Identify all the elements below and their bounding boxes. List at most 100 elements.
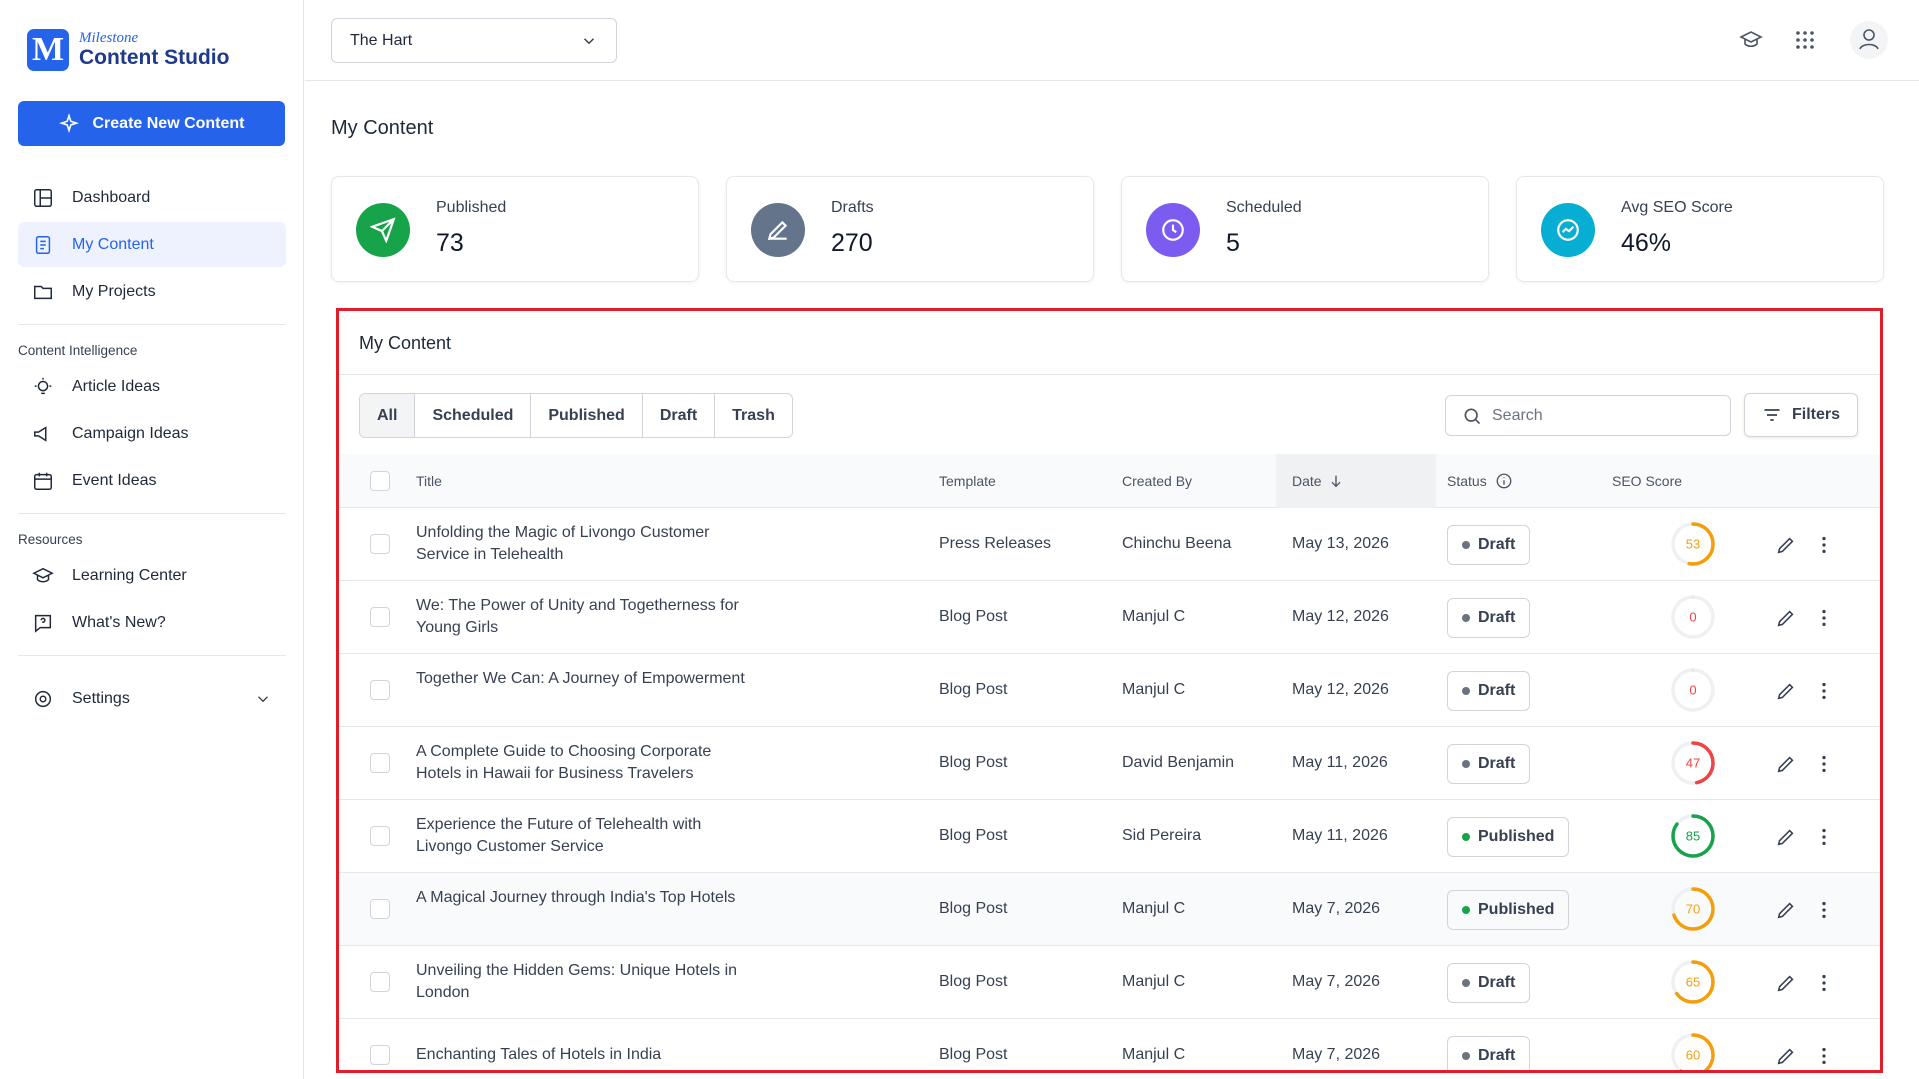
column-label: Created By	[1122, 472, 1193, 489]
seo-ring: 60	[1671, 1033, 1715, 1070]
status-dot	[1462, 541, 1470, 549]
stat-label: Scheduled	[1226, 199, 1302, 216]
create-button[interactable]: Create New Content	[18, 101, 285, 146]
stat-icon	[356, 203, 410, 257]
nav-item[interactable]: Campaign Ideas	[18, 411, 286, 456]
nav-item[interactable]: My Projects	[18, 269, 286, 314]
nav-item[interactable]: Dashboard	[18, 175, 286, 220]
stat-label: Published	[436, 199, 507, 216]
checkbox[interactable]	[370, 753, 390, 773]
info-icon[interactable]	[1495, 472, 1513, 490]
nav-label: What's New?	[72, 613, 166, 631]
edit-icon[interactable]	[1775, 607, 1797, 629]
seo-ring: 47	[1671, 741, 1715, 785]
status-badge: Published	[1447, 890, 1570, 930]
search[interactable]: Search	[1445, 395, 1731, 436]
apps-icon[interactable]	[1793, 28, 1817, 52]
more-icon[interactable]	[1813, 826, 1835, 848]
checkbox[interactable]	[370, 972, 390, 992]
table-row: Enchanting Tales of Hotels in India Blog …	[339, 1019, 1880, 1070]
stat-card: Scheduled 5	[1121, 176, 1489, 282]
checkbox[interactable]	[370, 899, 390, 919]
status-badge: Draft	[1447, 598, 1531, 638]
column-header: Template	[939, 454, 996, 507]
status-dot	[1462, 1052, 1470, 1060]
stat-label: Avg SEO Score	[1621, 199, 1733, 216]
edit-icon[interactable]	[1775, 753, 1797, 775]
checkbox[interactable]	[370, 534, 390, 554]
tab[interactable]: Trash	[732, 406, 775, 424]
checkbox[interactable]	[370, 826, 390, 846]
row-author: Manjul C	[1122, 608, 1186, 625]
row-author: David Benjamin	[1122, 754, 1235, 771]
more-icon[interactable]	[1813, 899, 1835, 921]
row-template: Blog Post	[939, 900, 1008, 917]
status-label: Draft	[1478, 1047, 1516, 1064]
checkbox[interactable]	[370, 607, 390, 627]
row-title: A Magical Journey through India's Top Ho…	[416, 889, 736, 906]
brand-name: Content Studio	[79, 45, 230, 69]
icon	[1557, 219, 1579, 241]
edit-icon[interactable]	[1775, 899, 1797, 921]
status-dot	[1462, 979, 1470, 987]
seo-score: 60	[1686, 1048, 1700, 1063]
topbar: The Hart	[305, 0, 1919, 81]
tab[interactable]: Published	[531, 394, 643, 437]
nav-label: Settings	[72, 689, 130, 707]
stat-icon	[751, 203, 805, 257]
status-label: Draft	[1478, 755, 1516, 772]
status-label: Draft	[1478, 536, 1516, 553]
nav-item[interactable]: What's New?	[18, 600, 286, 645]
more-icon[interactable]	[1813, 607, 1835, 629]
status-badge: Draft	[1447, 671, 1531, 711]
edit-icon[interactable]	[1775, 826, 1797, 848]
edit-icon[interactable]	[1775, 534, 1797, 556]
ring-value	[1671, 960, 1715, 1004]
column-label: Title	[416, 472, 442, 489]
more-icon[interactable]	[1813, 534, 1835, 556]
checkbox[interactable]	[370, 471, 390, 491]
nav-label: Event Ideas	[72, 471, 157, 489]
ring-value	[1671, 595, 1715, 639]
panel-title: My Content	[359, 333, 452, 353]
user-avatar[interactable]	[1849, 20, 1889, 60]
checkbox[interactable]	[370, 680, 390, 700]
checkbox[interactable]	[370, 1045, 390, 1065]
status-dot	[1462, 760, 1470, 768]
icon	[370, 217, 396, 243]
nav-item[interactable]: Event Ideas	[18, 458, 286, 503]
filters-button[interactable]: Filters	[1744, 393, 1858, 437]
tab[interactable]: All	[360, 394, 416, 437]
row-title: Enchanting Tales of Hotels in India	[416, 1046, 662, 1063]
stat-value: 46%	[1621, 229, 1672, 257]
tab[interactable]: Draft	[643, 394, 716, 437]
seo-score: 0	[1689, 683, 1696, 698]
brand: M Milestone Content Studio	[27, 29, 229, 71]
page-title: My Content	[331, 117, 434, 139]
more-icon[interactable]	[1813, 1045, 1835, 1067]
seo-score: 0	[1689, 610, 1696, 625]
learn-icon[interactable]	[1739, 28, 1763, 52]
column-label: Template	[939, 472, 996, 489]
seo-score: 65	[1686, 975, 1700, 990]
settings[interactable]: Settings	[18, 676, 286, 721]
property-select[interactable]: The Hart	[331, 18, 617, 63]
edit-icon[interactable]	[1775, 972, 1797, 994]
table-row: Unveiling the Hidden Gems: Unique Hotels…	[339, 946, 1880, 1019]
nav-item[interactable]: Learning Center	[18, 553, 286, 598]
nav-item[interactable]: My Content	[18, 222, 286, 267]
column-header: SEO Score	[1612, 454, 1682, 507]
more-icon[interactable]	[1813, 753, 1835, 775]
status-dot	[1462, 687, 1470, 695]
edit-icon[interactable]	[1775, 1045, 1797, 1067]
more-icon[interactable]	[1813, 972, 1835, 994]
sort-icon[interactable]	[1328, 473, 1344, 489]
nav-item[interactable]: Article Ideas	[18, 364, 286, 409]
column-header: Date	[1292, 454, 1344, 507]
stat-card: Drafts 270	[726, 176, 1094, 282]
brand-top: Milestone	[79, 29, 139, 46]
edit-icon[interactable]	[1775, 680, 1797, 702]
tab[interactable]: Scheduled	[415, 394, 532, 437]
more-icon[interactable]	[1813, 680, 1835, 702]
